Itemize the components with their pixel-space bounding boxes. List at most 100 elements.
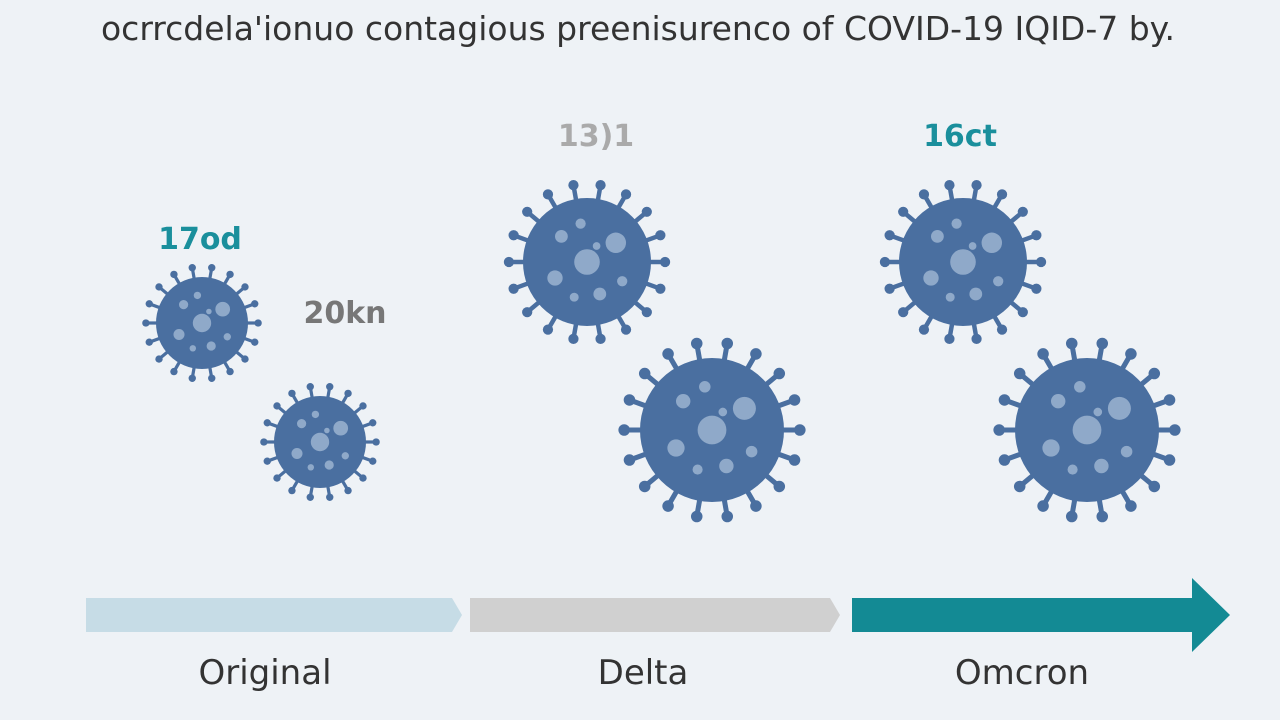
virus-spike-tip xyxy=(898,307,909,318)
virus-spike-tip xyxy=(288,389,296,398)
virus-spike-tip xyxy=(344,389,352,398)
virus-spike-tip xyxy=(263,457,271,465)
virus-spike-tip xyxy=(273,402,281,410)
virus-spike-tip xyxy=(208,374,216,382)
virus-spot xyxy=(719,458,734,474)
virus-spot xyxy=(189,345,197,352)
virus-spike-tip xyxy=(641,206,652,217)
virus-spike-tip xyxy=(998,454,1011,466)
virus-spike-tip xyxy=(188,374,196,382)
virus-spike-tip xyxy=(996,189,1008,200)
virus-spike-tip xyxy=(1096,510,1109,523)
virus-spike-tip xyxy=(1037,500,1049,512)
virus-spike-tip xyxy=(326,493,334,501)
virus-spike-tip xyxy=(372,438,380,446)
virus-spike-tip xyxy=(508,230,519,241)
virus-spike-tip xyxy=(721,510,734,523)
virus-spike-tip xyxy=(918,324,930,335)
virus-spike-tip xyxy=(568,333,579,345)
virus-spike-tip xyxy=(623,454,636,466)
virus-spike-tip xyxy=(1065,337,1078,350)
virus-spot xyxy=(324,460,334,470)
virus-spike-tip xyxy=(773,480,786,493)
annotation: 13)1 xyxy=(558,119,634,154)
virus-spike-tip xyxy=(145,338,153,346)
virus-spot xyxy=(605,232,627,254)
annotation: 16ct xyxy=(923,119,997,154)
virus-spike-tip xyxy=(273,474,281,482)
virus-spike-tip xyxy=(188,264,196,272)
virus-spot xyxy=(173,328,185,341)
virus-spike-tip xyxy=(226,367,234,376)
virus-spike-tip xyxy=(595,333,606,345)
title: ocrrcdela'ionuo contagious preenisurenco… xyxy=(101,9,1175,48)
virus-spike-tip xyxy=(998,394,1011,406)
virus-spot xyxy=(969,287,983,301)
virus-spot xyxy=(291,447,303,460)
virus-spike-tip xyxy=(1163,454,1176,466)
virus-spot xyxy=(1072,415,1102,445)
virus-spike-tip xyxy=(522,307,533,318)
virus-spike-tip xyxy=(542,324,554,335)
virus-spot xyxy=(968,242,977,250)
virus-spike-tip xyxy=(620,324,632,335)
annotation: 20kn xyxy=(303,296,386,331)
virus-spot xyxy=(732,396,756,420)
virus-spot xyxy=(547,270,563,286)
virus-spike-tip xyxy=(503,256,515,268)
timeline-segment xyxy=(86,598,462,632)
virus-spike-tip xyxy=(1148,367,1161,380)
virus-spike-tip xyxy=(1125,500,1137,512)
virus-spike-tip xyxy=(226,270,234,279)
virus-spot xyxy=(593,287,607,301)
virus-spike-tip xyxy=(623,394,636,406)
virus-spot xyxy=(206,341,216,351)
virus-spot xyxy=(1067,464,1078,475)
virus-spike-tip xyxy=(1169,424,1181,436)
virus-spot xyxy=(324,427,330,434)
virus-spot xyxy=(945,292,955,302)
virus-spike-tip xyxy=(1096,337,1109,350)
timeline-segment xyxy=(470,598,840,632)
virus-spike-tip xyxy=(750,348,762,360)
virus-spike-tip xyxy=(618,424,630,436)
virus-spot xyxy=(592,242,601,250)
virus xyxy=(142,264,262,382)
virus-spike-tip xyxy=(638,480,651,493)
virus-spike-tip xyxy=(260,438,268,446)
virus-spike-tip xyxy=(662,348,674,360)
virus-spike-tip xyxy=(996,324,1008,335)
virus-spot xyxy=(307,464,315,471)
virus-spot xyxy=(333,420,349,436)
virus-spot xyxy=(931,230,944,243)
virus-spot xyxy=(617,276,628,287)
virus-spike-tip xyxy=(508,283,519,294)
virus-spike-tip xyxy=(359,474,367,482)
virus-spike-tip xyxy=(155,283,163,291)
virus-spot xyxy=(1051,394,1066,409)
virus-spike-tip xyxy=(993,424,1005,436)
virus-spike-tip xyxy=(944,333,955,345)
virus-spike-tip xyxy=(655,283,666,294)
stage-label: Original xyxy=(198,653,331,693)
virus-spike-tip xyxy=(788,394,801,406)
virus-spike-tip xyxy=(655,230,666,241)
virus-spot xyxy=(574,249,600,275)
virus-spike-tip xyxy=(1125,348,1137,360)
virus-spike-tip xyxy=(568,179,579,191)
virus-spike-tip xyxy=(794,424,806,436)
virus-spike-tip xyxy=(359,402,367,410)
virus-spot xyxy=(697,415,727,445)
virus-spot xyxy=(223,333,231,341)
virus-spike-tip xyxy=(306,383,314,391)
virus-spike-tip xyxy=(1148,480,1161,493)
virus-spot xyxy=(1120,445,1133,458)
virus-spike-tip xyxy=(690,337,703,350)
virus-spot xyxy=(676,394,691,409)
virus-spike-tip xyxy=(1031,283,1042,294)
virus-spot xyxy=(923,270,939,286)
virus-spike-tip xyxy=(288,486,296,495)
virus-spike-tip xyxy=(241,283,249,291)
virus-spike-tip xyxy=(326,383,334,391)
